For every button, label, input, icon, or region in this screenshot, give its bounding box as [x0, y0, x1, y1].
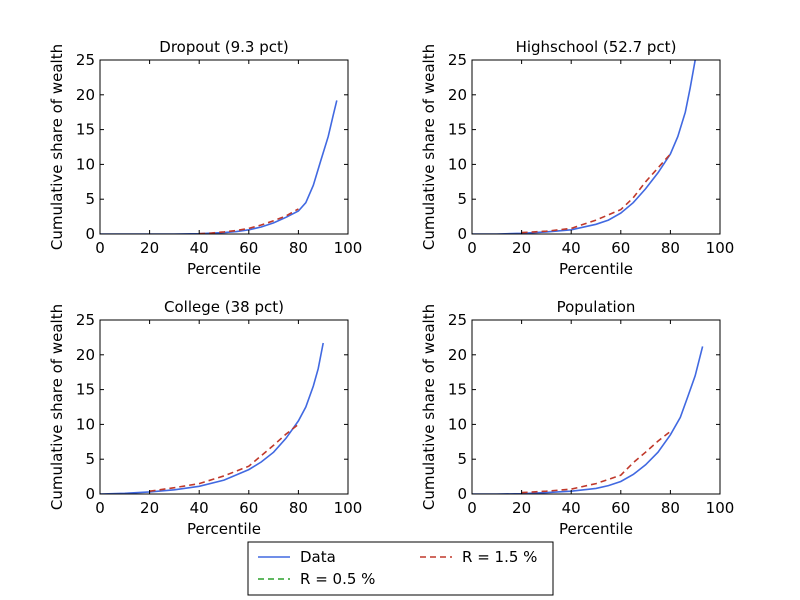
y-tick-label: 10	[76, 155, 95, 173]
x-tick-label: 100	[334, 239, 363, 257]
y-tick-label: 15	[448, 121, 467, 139]
legend-entry-data: Data	[258, 548, 336, 566]
x-tick-label: 40	[190, 239, 209, 257]
x-tick-label: 0	[467, 499, 477, 517]
x-tick-label: 60	[239, 239, 258, 257]
y-tick-label: 5	[85, 190, 95, 208]
chart-title: Dropout (9.3 pct)	[159, 38, 288, 56]
plot-frame	[471, 319, 721, 495]
data-line	[472, 346, 704, 494]
y-tick-label: 5	[85, 450, 95, 468]
y-tick-label: 25	[448, 51, 467, 69]
r-1-5-line	[521, 153, 671, 234]
x-tick-label: 0	[95, 499, 105, 517]
y-tick-label: 0	[457, 485, 467, 503]
x-tick-label: 80	[661, 239, 680, 257]
y-tick-label: 15	[76, 381, 95, 399]
legend-entry-r-1-5: R = 1.5 %	[420, 548, 537, 566]
x-tick-label: 80	[661, 499, 680, 517]
legend-label: R = 1.5 %	[462, 548, 537, 566]
y-tick-label: 25	[448, 311, 467, 329]
x-tick-label: 60	[611, 499, 630, 517]
y-tick-label: 20	[76, 346, 95, 364]
x-tick-label: 40	[190, 499, 209, 517]
r-1-5-line	[521, 430, 671, 494]
x-axis-label: Percentile	[187, 260, 261, 278]
legend-entry-r-0-5: R = 0.5 %	[258, 570, 375, 588]
y-tick-label: 10	[76, 415, 95, 433]
x-tick-label: 0	[467, 239, 477, 257]
x-tick-label: 20	[512, 239, 531, 257]
panel-college: 0 20 40 60 80 100 0 5 10 15 20 25 College (38 pct) Pe…	[48, 298, 362, 538]
x-tick-label: 40	[562, 499, 581, 517]
x-tick-label: 80	[289, 239, 308, 257]
y-tick-label: 20	[448, 86, 467, 104]
x-axis-label: Percentile	[559, 520, 633, 538]
panel-population: 0 20 40 60 80 100 0 5 10 15 20 25 Population Percenti…	[420, 298, 734, 538]
plot-frame	[99, 59, 349, 235]
y-axis-label: Cumulative share of wealth	[420, 304, 438, 510]
legend-box	[247, 541, 554, 596]
x-axis-label: Percentile	[187, 520, 261, 538]
y-axis-label: Cumulative share of wealth	[420, 44, 438, 250]
x-tick-label: 100	[334, 499, 363, 517]
legend-label: R = 0.5 %	[300, 570, 375, 588]
r-1-5-line	[149, 423, 299, 492]
y-axis-label: Cumulative share of wealth	[48, 304, 66, 510]
y-tick-label: 5	[457, 450, 467, 468]
y-tick-label: 25	[76, 311, 95, 329]
x-tick-label: 20	[140, 499, 159, 517]
chart-title: College (38 pct)	[164, 298, 284, 316]
plot-frame	[471, 59, 721, 235]
data-line	[472, 60, 696, 234]
chart-title: Highschool (52.7 pct)	[516, 38, 677, 56]
x-tick-label: 40	[562, 239, 581, 257]
y-axis-label: Cumulative share of wealth	[48, 44, 66, 250]
x-tick-label: 100	[706, 239, 735, 257]
x-tick-label: 60	[611, 239, 630, 257]
data-line	[100, 100, 338, 234]
y-tick-label: 25	[76, 51, 95, 69]
legend: Data R = 0.5 % R = 1.5 %	[247, 541, 554, 596]
panel-dropout: 0 20 40 60 80 100 0 5 10 15 20 25 Dropout (9.3 pct) P…	[48, 38, 362, 278]
panel-highschool: 0 20 40 60 80 100 0 5 10 15 20 25 Highschool (52.7 p…	[420, 38, 734, 278]
legend-label: Data	[300, 548, 336, 566]
x-tick-label: 0	[95, 239, 105, 257]
x-tick-label: 80	[289, 499, 308, 517]
y-tick-label: 10	[448, 155, 467, 173]
y-tick-label: 10	[448, 415, 467, 433]
x-tick-label: 20	[512, 499, 531, 517]
data-line	[100, 342, 324, 494]
r-1-5-line	[199, 208, 299, 234]
plot-frame	[99, 319, 349, 495]
y-tick-label: 0	[85, 225, 95, 243]
x-tick-label: 20	[140, 239, 159, 257]
y-tick-label: 20	[76, 86, 95, 104]
x-tick-label: 100	[706, 499, 735, 517]
chart-title: Population	[557, 298, 636, 316]
y-tick-label: 5	[457, 190, 467, 208]
y-tick-label: 15	[448, 381, 467, 399]
x-axis-label: Percentile	[559, 260, 633, 278]
y-tick-label: 15	[76, 121, 95, 139]
y-tick-label: 20	[448, 346, 467, 364]
x-tick-label: 60	[239, 499, 258, 517]
y-tick-label: 0	[85, 485, 95, 503]
y-tick-label: 0	[457, 225, 467, 243]
